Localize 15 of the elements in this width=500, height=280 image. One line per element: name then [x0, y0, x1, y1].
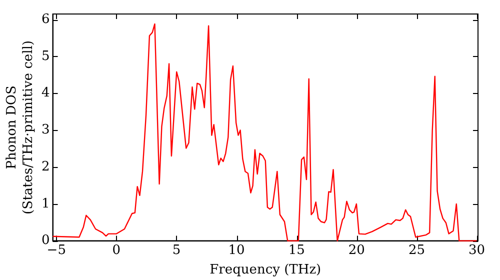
x-tick-label: 10	[228, 242, 245, 258]
y-tick-label: 5	[41, 48, 50, 64]
x-tick-label: 0	[112, 242, 121, 258]
x-tick-label: 20	[348, 242, 365, 258]
x-tick-label: 15	[288, 242, 305, 258]
x-tick-label: 30	[468, 242, 486, 258]
y-tick-label: 2	[41, 159, 50, 174]
y-tick-label: 1	[41, 196, 50, 212]
y-tick-label: 4	[41, 86, 50, 101]
x-axis-title: Frequency (THz)	[210, 262, 322, 278]
y-tick-label: 6	[41, 12, 50, 27]
x-tick-label: 25	[408, 242, 426, 258]
x-tick-label: 5	[172, 242, 181, 258]
y-axis-title: Phonon DOS (States/THz·primitive cell)	[4, 40, 36, 214]
y-tick-label: 3	[41, 122, 50, 138]
